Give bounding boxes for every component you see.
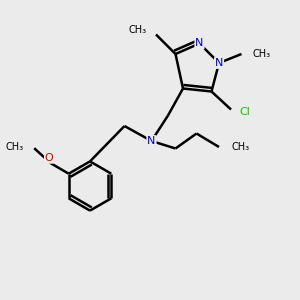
Text: CH₃: CH₃ — [232, 142, 250, 152]
Text: N: N — [147, 136, 156, 146]
Text: N: N — [195, 38, 204, 49]
Text: CH₃: CH₃ — [6, 142, 24, 152]
Text: CH₃: CH₃ — [129, 25, 147, 35]
Text: N: N — [215, 58, 223, 68]
Text: O: O — [45, 153, 54, 163]
Text: CH₃: CH₃ — [253, 49, 271, 59]
Text: Cl: Cl — [239, 107, 250, 117]
